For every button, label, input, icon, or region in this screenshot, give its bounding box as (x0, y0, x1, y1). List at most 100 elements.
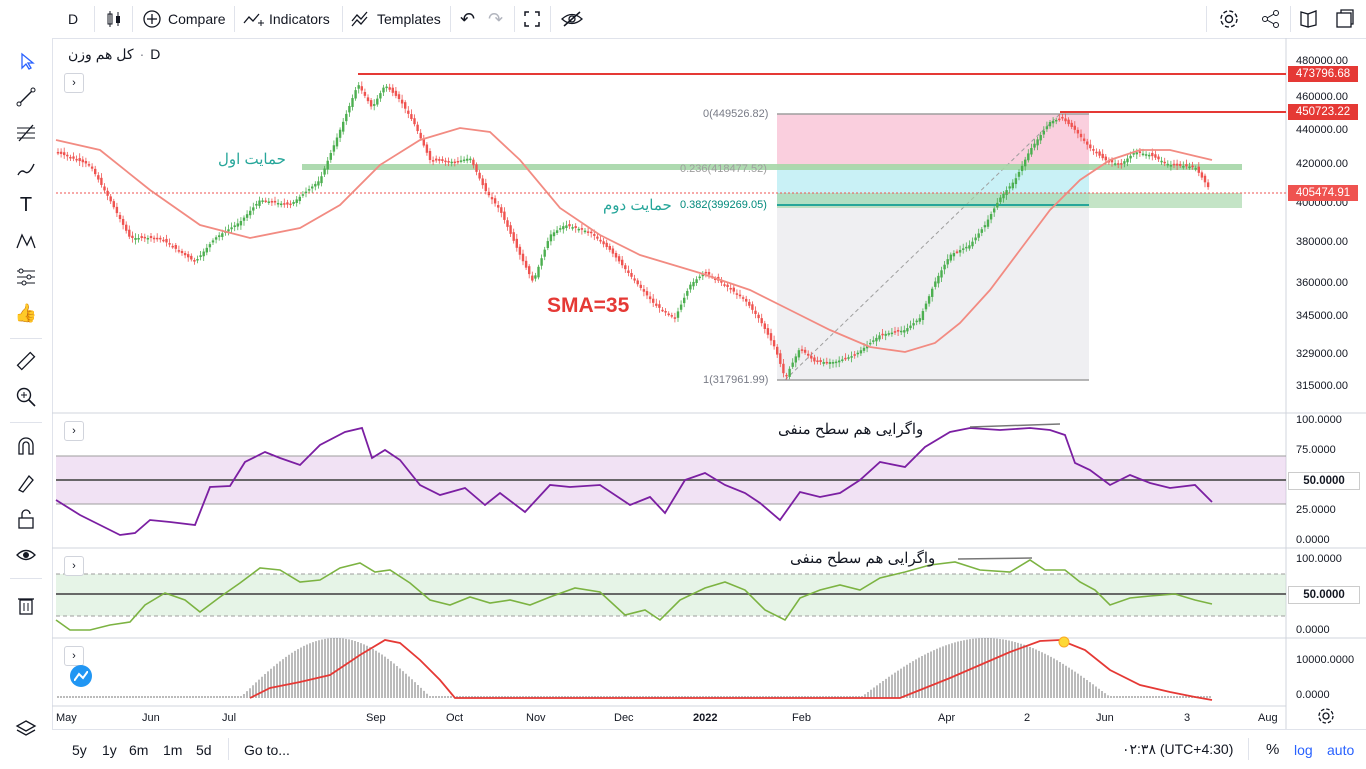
tradingview-logo[interactable] (70, 665, 92, 687)
candle-body (149, 236, 153, 238)
interval-button[interactable]: D (68, 0, 78, 38)
fullscreen-button[interactable] (522, 0, 542, 38)
candle-body (131, 235, 134, 238)
price-axis-label: 360000.00 (1296, 277, 1348, 289)
candle-body (751, 304, 754, 310)
candle-type-button[interactable] (104, 0, 124, 38)
stoch-line (55, 559, 1213, 631)
price-tag-last: 405474.91 (1288, 185, 1358, 201)
divider (10, 422, 42, 423)
axis-settings-button[interactable] (1316, 706, 1336, 731)
fib-tool-icon[interactable] (13, 120, 39, 146)
price-tag-top: 473796.68 (1288, 66, 1358, 82)
thumbs-up-icon[interactable]: 👍 (14, 302, 38, 323)
eye-icon[interactable] (13, 542, 39, 568)
candle-body (1157, 156, 1160, 160)
percent-button[interactable]: % (1266, 741, 1280, 758)
magnet-icon[interactable] (13, 434, 39, 460)
timezone-button[interactable]: ۰۲:۳۸ (UTC+4:30) (1122, 741, 1234, 757)
trend-line-icon[interactable] (13, 84, 39, 110)
unlock-icon[interactable] (13, 506, 39, 532)
rsi-value-tag: 50.0000 (1288, 472, 1360, 490)
trash-icon[interactable] (13, 592, 39, 618)
candle-body (416, 124, 419, 132)
ruler-icon[interactable] (13, 348, 39, 374)
price-axis-label: 420000.00 (1296, 158, 1348, 170)
candle-body (301, 194, 305, 196)
brush-icon[interactable] (13, 156, 39, 182)
candle-body (1191, 165, 1194, 168)
candle-body (893, 331, 897, 333)
candle-body (658, 304, 661, 308)
snapshot-button[interactable] (1334, 0, 1356, 38)
cursor-icon[interactable] (13, 48, 39, 74)
time-axis-label: Jun (1096, 712, 1114, 724)
candle-body (1045, 126, 1049, 130)
candle-body (940, 270, 943, 278)
candle-body (1055, 119, 1058, 122)
undo-button[interactable]: ↶ (460, 0, 475, 38)
candle-body (574, 226, 577, 228)
candle-body (267, 201, 270, 203)
goto-button[interactable]: Go to... (244, 741, 290, 758)
indicators-button[interactable]: Indicators (242, 0, 330, 38)
settings-button[interactable] (1218, 0, 1240, 38)
candle-body (983, 225, 987, 228)
candle-body (187, 254, 190, 258)
candle-body (382, 87, 385, 93)
log-button[interactable]: log (1294, 741, 1313, 758)
compare-button[interactable]: Compare (142, 0, 226, 38)
candle-body (872, 340, 875, 342)
prediction-icon[interactable] (13, 264, 39, 290)
book-icon (1300, 10, 1317, 28)
auto-button[interactable]: auto (1327, 741, 1355, 758)
candle-body (977, 233, 980, 238)
range-5d[interactable]: 5d (196, 741, 212, 758)
candle-body (571, 227, 574, 229)
candle-body (360, 86, 363, 91)
candle-body (97, 175, 100, 180)
candle-body (729, 288, 732, 290)
text-tool-icon[interactable]: T (19, 193, 33, 216)
candle-body (769, 333, 773, 341)
candle-body (1076, 129, 1080, 134)
range-5y[interactable]: 5y (72, 741, 87, 758)
osc-legend-button[interactable]: › (64, 646, 84, 666)
candle-body (1048, 122, 1052, 127)
collapse-legend-button[interactable]: › (64, 73, 84, 93)
candle-body (810, 355, 813, 359)
candle-body (1141, 153, 1145, 156)
divider (228, 738, 229, 760)
candle-body (1135, 152, 1138, 155)
range-6m[interactable]: 6m (129, 741, 149, 758)
candle-body (562, 226, 565, 230)
templates-button[interactable]: Templates (350, 0, 441, 38)
candle-body (549, 234, 553, 242)
candle-body (342, 121, 345, 132)
range-1y[interactable]: 1y (102, 741, 117, 758)
candle-body (326, 160, 329, 170)
redo-button[interactable]: ↷ (488, 0, 503, 38)
candle-body (428, 150, 432, 160)
object-tree-icon[interactable] (13, 716, 39, 742)
candle-body (540, 258, 543, 266)
candle-body (128, 229, 131, 237)
stoch-legend-button[interactable]: › (64, 556, 84, 576)
pattern-icon[interactable] (13, 228, 39, 254)
stoch-axis-label: 100.0000 (1296, 553, 1342, 565)
rsi-legend-button[interactable]: › (64, 421, 84, 441)
lock-drawing-icon[interactable] (13, 470, 39, 496)
hide-drawings-button[interactable] (560, 0, 584, 38)
ideas-button[interactable] (1298, 0, 1320, 38)
candle-body (270, 201, 274, 203)
candle-body (735, 293, 739, 295)
candle-body (115, 206, 119, 214)
zoom-in-icon[interactable] (13, 384, 39, 410)
range-1m[interactable]: 1m (163, 741, 183, 758)
time-axis-label: 2 (1024, 712, 1031, 724)
candle-body (955, 251, 959, 253)
candle-body (745, 298, 748, 302)
share-button[interactable] (1260, 0, 1282, 38)
indicators-icon (243, 13, 264, 26)
